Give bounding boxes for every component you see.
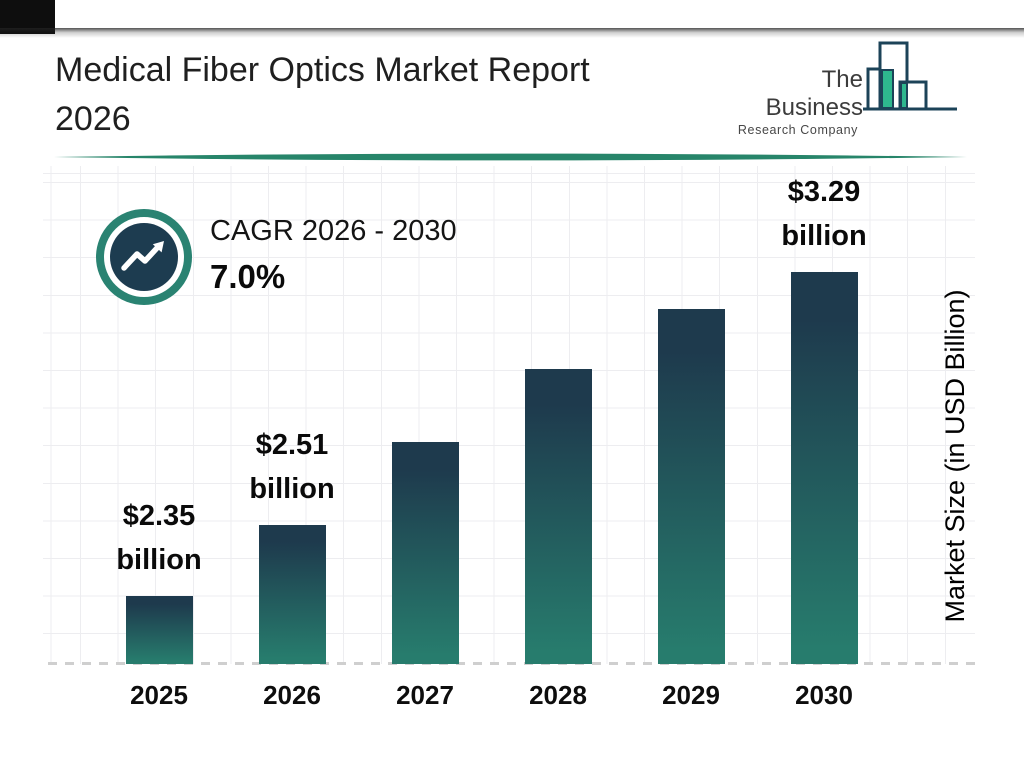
brand-logo-text: The Business Research Company xyxy=(723,66,863,137)
bar-2028 xyxy=(524,369,592,664)
bar-chart-logo-icon xyxy=(863,41,957,111)
value-label-2030: $3.29 billion xyxy=(781,176,867,252)
x-axis-label-2030: 2030 xyxy=(795,680,853,710)
x-axis-label-2027: 2027 xyxy=(396,680,454,710)
chart-baseline-dashed xyxy=(48,662,975,665)
page-title: Medical Fiber Optics Market Report 2026 xyxy=(55,46,715,144)
cagr-value: 7.0% xyxy=(210,258,286,295)
x-axis-label-2025: 2025 xyxy=(130,680,188,710)
header-divider xyxy=(54,153,967,161)
x-axis-label-2029: 2029 xyxy=(662,680,720,710)
bar-2027 xyxy=(391,442,459,664)
cagr-badge xyxy=(96,209,192,305)
bar-2030 xyxy=(790,272,858,664)
value-label-2026: $2.51 billion xyxy=(249,429,335,505)
bar-2026 xyxy=(258,525,326,664)
page-title-line2: 2026 xyxy=(55,100,131,138)
logo-name: The Business xyxy=(765,66,863,121)
logo-subname: Research Company xyxy=(737,123,858,137)
x-axis-label-2028: 2028 xyxy=(529,680,587,710)
page-title-line1: Medical Fiber Optics Market Report xyxy=(55,51,590,89)
bar-2025 xyxy=(125,596,193,664)
y-axis-label: Market Size (in USD Billion) xyxy=(940,289,970,623)
x-axis-label-2026: 2026 xyxy=(263,680,321,710)
top-edge-shadow xyxy=(0,28,1024,38)
cagr-range-label: CAGR 2026 - 2030 xyxy=(210,215,457,247)
trend-up-icon xyxy=(110,223,178,291)
bar-2029 xyxy=(657,309,725,664)
value-label-2025: $2.35 billion xyxy=(116,500,202,576)
